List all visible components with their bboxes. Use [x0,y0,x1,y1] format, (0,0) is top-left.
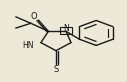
Text: N: N [63,24,69,33]
Text: S: S [53,65,59,74]
Text: HN: HN [23,41,34,50]
FancyBboxPatch shape [60,27,72,34]
Text: O: O [30,11,37,20]
